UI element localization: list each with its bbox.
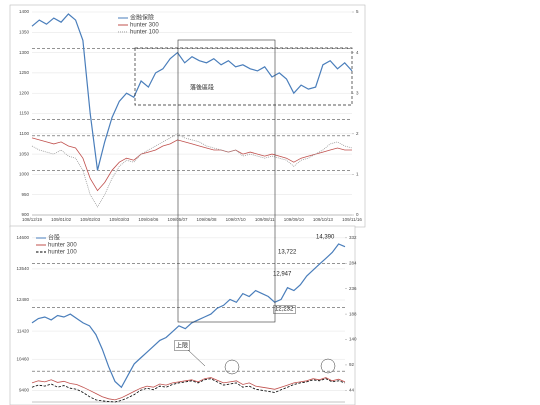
series-line	[31, 133, 353, 208]
y2-tick-label: 44	[349, 388, 355, 393]
legend-label: hunter 300	[48, 243, 77, 249]
y-tick-label: 1000	[19, 172, 30, 177]
y2-tick-label: 2	[356, 131, 359, 136]
legend-label: hunter 100	[48, 250, 77, 256]
y-tick-label: 1250	[19, 70, 30, 75]
x-tick-label: 109/06/08	[197, 217, 218, 222]
legend-label: 金融保險	[130, 14, 154, 22]
y2-tick-label: 140	[349, 337, 357, 342]
y-tick-label: 900	[21, 212, 29, 217]
x-tick-label: 108/12/19	[22, 217, 43, 222]
highlight-circle	[224, 359, 240, 375]
annotation: 12,232	[275, 307, 294, 313]
y-tick-label: 10460	[16, 356, 29, 361]
x-tick-label: 109/03/03	[109, 217, 130, 222]
annotation: 上限	[176, 342, 188, 350]
y-tick-label: 1400	[19, 9, 30, 14]
highlight-circle	[320, 358, 336, 374]
annotation: 12,947	[273, 272, 292, 278]
x-tick-label: 109/09/10	[284, 217, 305, 222]
x-tick-label: 109/04/06	[138, 217, 159, 222]
y2-tick-label: 284	[349, 260, 357, 265]
series-line	[31, 378, 346, 403]
x-tick-label: 109/05/07	[167, 217, 188, 222]
y-tick-label: 12480	[16, 297, 29, 302]
y2-tick-label: 4	[356, 50, 359, 55]
series-line	[31, 137, 352, 192]
annotation-box	[273, 305, 296, 314]
y-tick-label: 1150	[19, 111, 29, 116]
legend-label: hunter 300	[130, 23, 159, 29]
y2-tick-label: 332	[349, 235, 357, 240]
legend-label: hunter 100	[130, 30, 159, 36]
x-tick-label: 109/10/13	[313, 217, 334, 222]
y-tick-label: 950	[21, 192, 29, 197]
y2-tick-label: 236	[349, 286, 357, 291]
series-line	[31, 377, 346, 401]
annotation-box	[174, 340, 190, 351]
pointer	[187, 349, 206, 367]
x-tick-label: 109/07/10	[226, 217, 247, 222]
y2-tick-label: 188	[349, 311, 357, 316]
y2-tick-label: 1	[356, 172, 359, 177]
x-tick-label: 109/02/03	[80, 217, 101, 222]
y2-tick-label: 0	[356, 212, 359, 217]
annotation: 14,390	[316, 235, 335, 241]
y-tick-label: 11420	[17, 328, 30, 333]
range-box	[177, 39, 276, 323]
annotation: 13,722	[278, 250, 297, 256]
x-tick-label: 109/01/02	[51, 217, 72, 222]
y2-tick-label: 5	[356, 9, 359, 14]
top-chart-frame	[9, 4, 366, 228]
y-tick-label: 1200	[19, 90, 30, 95]
y2-tick-label: 3	[356, 90, 359, 95]
legend-label: 台股	[48, 234, 60, 242]
annotation: 落後區段	[190, 84, 214, 92]
series-line	[31, 13, 353, 171]
y2-tick-label: 92	[349, 362, 355, 367]
y-tick-label: 1350	[19, 29, 30, 34]
y-tick-label: 1100	[19, 131, 29, 136]
x-tick-label: 109/08/11	[255, 217, 275, 222]
x-tick-label: 109/11/16	[342, 217, 362, 222]
y-tick-label: 14600	[16, 235, 29, 240]
lagging-box	[134, 47, 353, 106]
y-tick-label: 1300	[19, 50, 30, 55]
y-tick-label: 1050	[19, 151, 30, 156]
y-tick-label: 13540	[16, 266, 29, 271]
series-line	[31, 243, 346, 389]
y-tick-label: 9400	[19, 387, 30, 392]
